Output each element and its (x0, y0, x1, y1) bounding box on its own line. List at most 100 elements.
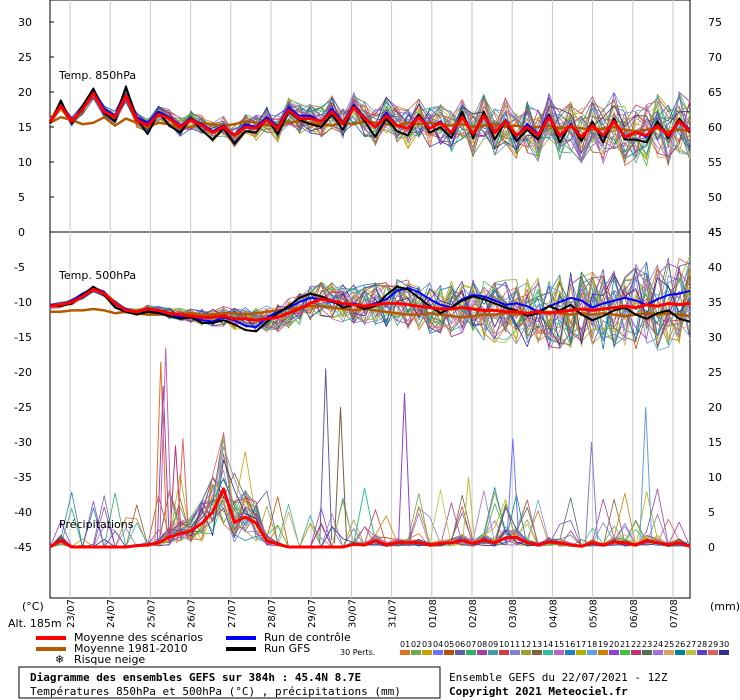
perturbation-swatch (455, 650, 465, 655)
y-right-tick-label-500: 40 (708, 261, 722, 274)
perturbation-number: 11 (510, 640, 520, 649)
perturbation-swatch (719, 650, 729, 655)
perturbation-swatch (686, 650, 696, 655)
chart-series (48, 85, 692, 549)
date-tick-label: 30/07 (347, 599, 358, 628)
date-tick-label: 06/08 (629, 599, 640, 628)
y-tick-label-850: 20 (18, 86, 32, 99)
perturbation-number: 01 (400, 640, 410, 649)
legend-label: Moyenne 1981-2010 (74, 642, 188, 655)
y-tick-label-500: -10 (14, 296, 32, 309)
mean-500-line (49, 287, 691, 322)
precip-peak-line (176, 438, 190, 544)
y-tick-label-850: 0 (18, 226, 25, 239)
perturbation-key: 01 02 03 04 05 06 07 08 09 10 11 12 13 14 15 16 17 18 19 20… (400, 640, 729, 655)
y-right-tick-label-850: 45 (708, 226, 722, 239)
perturbation-swatch (664, 650, 674, 655)
mean-precip-line (49, 487, 691, 549)
y-right-tick-label-500: 45 (708, 226, 722, 239)
date-tick-label: 28/07 (267, 599, 278, 628)
y-right-tick-label-500: 5 (708, 506, 715, 519)
y-right-tick-label-500: 20 (708, 401, 722, 414)
perturbation-swatch (521, 650, 531, 655)
date-tick-label: 07/08 (669, 599, 680, 628)
y-tick-label-500: -45 (14, 541, 32, 554)
perturbation-number: 08 (477, 640, 487, 649)
date-tick-label: 01/08 (428, 599, 439, 628)
chart-axes: 23/07 24/07 25/07 26/07 27/07 28/07 29/07 30/07… (14, 16, 722, 628)
perturbation-number: 17 (576, 640, 586, 649)
perturbation-number: 25 (664, 640, 674, 649)
perturbation-swatch (587, 650, 597, 655)
date-tick-label: 25/07 (146, 599, 157, 628)
perturbation-swatch (620, 650, 630, 655)
perturbation-number: 19 (598, 640, 608, 649)
perturbation-number: 03 (422, 640, 432, 649)
perturbation-number: 20 (609, 640, 619, 649)
y-tick-label-500: -40 (14, 506, 32, 519)
precip-peak-line (154, 361, 168, 544)
y-right-tick-label-500: 30 (708, 331, 722, 344)
perturbation-number: 26 (675, 640, 685, 649)
perturbation-number: 22 (631, 640, 641, 649)
panel-label-850hpa: Temp. 850hPa (58, 69, 136, 82)
run-info: Ensemble GEFS du 22/07/2021 - 12Z (449, 671, 668, 684)
panel-label-precip: Précipitations (59, 518, 134, 531)
y-tick-label-500: -20 (14, 366, 32, 379)
perturbation-swatch (653, 650, 663, 655)
perturbation-number: 16 (565, 640, 575, 649)
date-tick-label: 26/07 (187, 599, 198, 628)
perturbation-number: 05 (444, 640, 454, 649)
perturbation-number: 06 (455, 640, 465, 649)
y-tick-label-850: 30 (18, 16, 32, 29)
perturbation-swatch (675, 650, 685, 655)
date-tick-label: 03/08 (508, 599, 519, 628)
perturbation-number: 27 (686, 640, 696, 649)
y-tick-label-500: -25 (14, 401, 32, 414)
perturbation-swatch (510, 650, 520, 655)
member-850-line (49, 87, 691, 156)
perturbation-swatch (642, 650, 652, 655)
panel-label-500hpa: Temp. 500hPa (58, 269, 136, 282)
y-tick-label-500: -30 (14, 436, 32, 449)
perturbation-number: 29 (708, 640, 718, 649)
y-tick-label-850: 10 (18, 156, 32, 169)
member-500-line (49, 263, 691, 345)
y-right-tick-label-850: 70 (708, 51, 722, 64)
precip-peak-line (506, 438, 520, 544)
perturbation-number: 18 (587, 640, 597, 649)
snowflake-icon: ❄ (55, 653, 64, 666)
copyright: Copyright 2021 Meteociel.fr (449, 685, 628, 698)
precip-peak-line (398, 392, 411, 544)
y-right-tick-label-500: 15 (708, 436, 722, 449)
date-tick-label: 04/08 (548, 599, 559, 628)
y-tick-label-850: 15 (18, 121, 32, 134)
precip-peak-line (319, 368, 333, 544)
perturbation-number: 13 (532, 640, 542, 649)
precip-peak-line (462, 476, 475, 544)
climate-500-line (50, 304, 691, 319)
legend-swatch (36, 647, 66, 651)
altitude-label: Alt. 185m (8, 617, 62, 630)
right-unit-label: (mm) (710, 600, 740, 613)
left-unit-label: (°C) (22, 600, 44, 613)
perturbation-number: 12 (521, 640, 531, 649)
perturbation-number: 07 (466, 640, 476, 649)
y-right-tick-label-500: 10 (708, 471, 722, 484)
perturbation-number: 24 (653, 640, 663, 649)
perturbation-swatch (708, 650, 718, 655)
y-tick-label-850: 25 (18, 51, 32, 64)
legend-swatch (226, 636, 256, 640)
perturbation-number: 10 (499, 640, 509, 649)
perturbation-number: 04 (433, 640, 443, 649)
y-tick-label-500: -15 (14, 331, 32, 344)
precip-peak-line (334, 406, 347, 544)
precip-peak-line (156, 385, 170, 544)
perturbation-swatch (543, 650, 553, 655)
perturbation-swatch (422, 650, 432, 655)
legend-swatch (226, 647, 256, 651)
perturbation-number: 21 (620, 640, 630, 649)
legend-label: Run de contrôle (264, 631, 351, 644)
